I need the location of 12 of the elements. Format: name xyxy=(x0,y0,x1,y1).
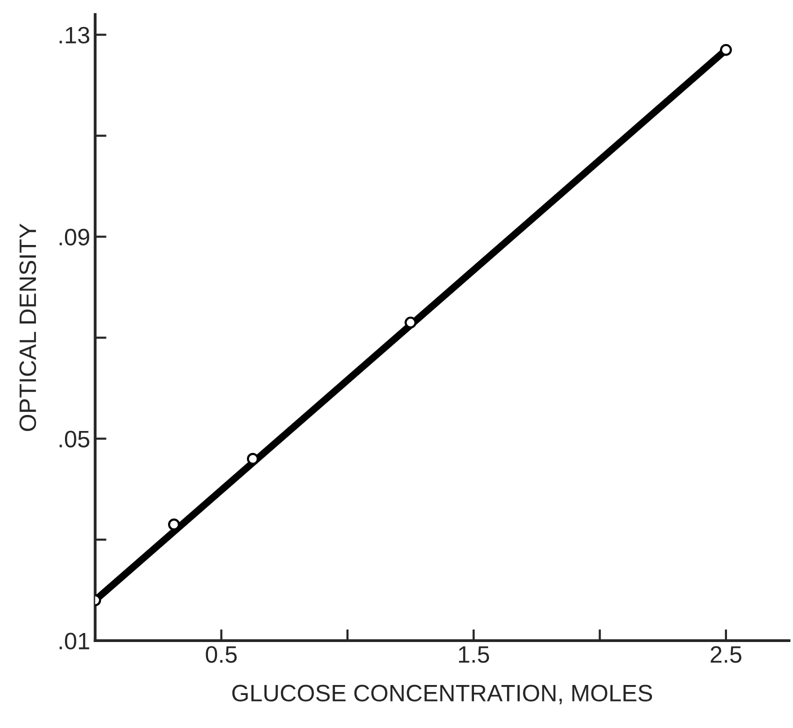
point xyxy=(168,518,180,530)
y-tick-label: .01 xyxy=(60,632,90,650)
y-axis-title: OPTICAL DENSITY xyxy=(19,224,36,431)
y-tick-label: .09 xyxy=(60,228,90,246)
point xyxy=(720,44,732,56)
y-tick-label: .05 xyxy=(60,430,90,448)
x-tick-label: 2.5 xyxy=(710,646,742,663)
x-axis-title: GLUCOSE CONCENTRATION, MOLES xyxy=(232,684,652,704)
x-tick-label: 0.5 xyxy=(206,646,237,663)
y-tick-label: .13 xyxy=(60,26,90,44)
x-tick-label: 1.5 xyxy=(459,646,490,663)
point xyxy=(404,316,417,329)
